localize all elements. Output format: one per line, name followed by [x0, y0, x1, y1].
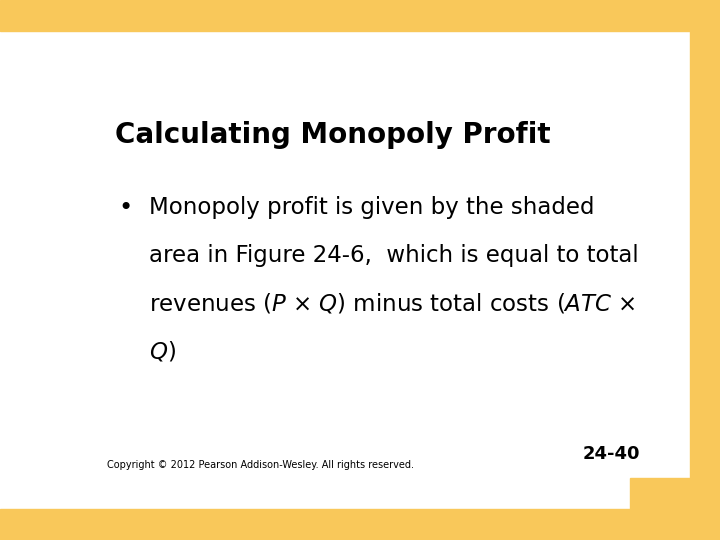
Text: area in Figure 24-6,  which is equal to total: area in Figure 24-6, which is equal to t… — [148, 244, 638, 267]
Text: Copyright © 2012 Pearson Addison-Wesley. All rights reserved.: Copyright © 2012 Pearson Addison-Wesley.… — [107, 460, 414, 470]
Text: $Q$): $Q$) — [148, 339, 176, 363]
Text: 24-40: 24-40 — [583, 444, 641, 463]
Text: Monopoly profit is given by the shaded: Monopoly profit is given by the shaded — [148, 196, 594, 219]
Text: revenues ($P$ $\times$ $Q$) minus total costs ($ATC$ $\times$: revenues ($P$ $\times$ $Q$) minus total … — [148, 292, 636, 315]
Text: Calculating Monopoly Profit: Calculating Monopoly Profit — [115, 121, 551, 149]
Text: •: • — [118, 196, 132, 220]
